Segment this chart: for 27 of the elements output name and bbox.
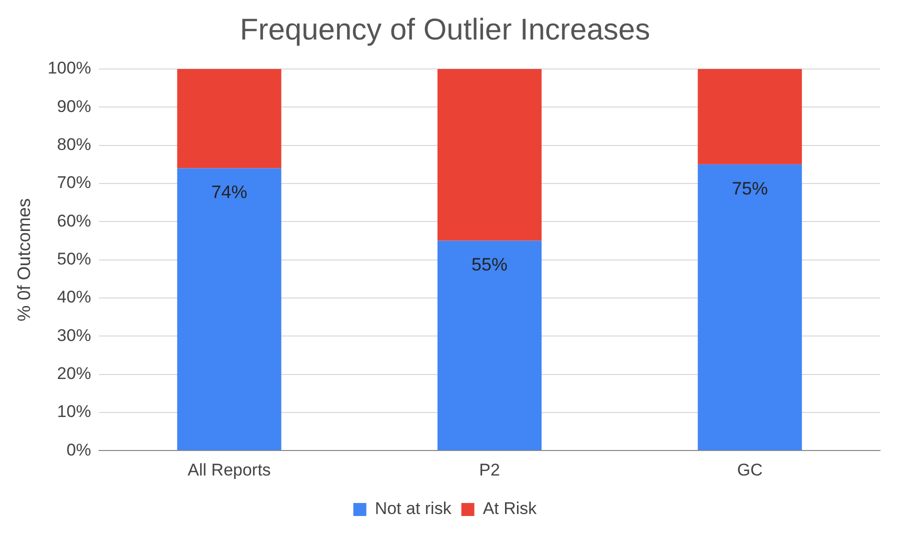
y-axis-title: % 0f Outcomes <box>14 198 34 322</box>
bar <box>698 164 802 450</box>
x-tick-label: P2 <box>479 460 500 480</box>
y-tick-label: 80% <box>57 135 92 154</box>
x-tick-label: GC <box>737 460 763 480</box>
y-tick-label: 50% <box>57 249 92 268</box>
y-tick-label: 100% <box>48 58 92 78</box>
bar <box>437 69 542 241</box>
data-label: 55% <box>472 254 508 275</box>
data-label: 74% <box>211 182 248 202</box>
y-tick-label: 40% <box>57 288 92 307</box>
y-tick-label: 10% <box>57 402 92 422</box>
y-tick-label: 90% <box>57 96 92 116</box>
y-tick-label: 70% <box>57 173 92 192</box>
bar <box>698 69 802 164</box>
legend-label: At Risk <box>482 499 538 518</box>
legend-label: Not at risk <box>374 499 452 518</box>
bar <box>437 240 542 450</box>
bar <box>177 168 282 450</box>
data-label: 75% <box>732 178 768 198</box>
y-tick-label: 30% <box>57 326 92 345</box>
chart-title: Frequency of Outlier Increases <box>240 13 650 46</box>
y-tick-label: 60% <box>57 211 92 230</box>
y-tick-label: 20% <box>57 364 92 383</box>
y-tick-label: 0% <box>66 440 92 460</box>
x-tick-label: All Reports <box>188 460 271 480</box>
bar <box>177 69 282 168</box>
